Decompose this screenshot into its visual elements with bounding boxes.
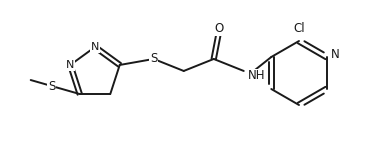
Text: S: S [48, 80, 56, 93]
Text: S: S [150, 52, 157, 65]
Text: Cl: Cl [293, 21, 305, 34]
Text: O: O [214, 22, 223, 35]
Text: N: N [331, 47, 339, 60]
Text: N: N [66, 60, 74, 70]
Text: N: N [91, 42, 99, 52]
Text: NH: NH [248, 69, 265, 82]
